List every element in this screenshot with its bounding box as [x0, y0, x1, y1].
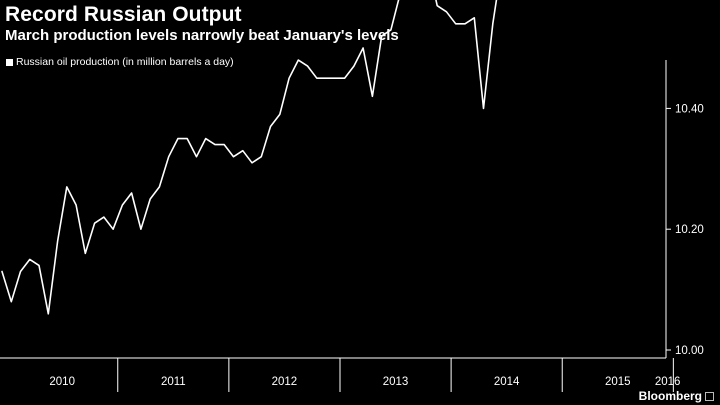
chart-title: Record Russian Output: [5, 3, 242, 26]
x-year-label: 2015: [605, 376, 631, 388]
x-year-label: 2016: [655, 376, 681, 388]
x-year-label: 2014: [494, 376, 520, 388]
chart-subtitle: March production levels narrowly beat Ja…: [5, 27, 399, 44]
chart-legend: Russian oil production (in million barre…: [6, 56, 234, 68]
brand-watermark: Bloomberg: [639, 389, 714, 403]
bloomberg-logo-icon: [705, 391, 714, 401]
x-year-label: 2012: [272, 376, 298, 388]
legend-label: Russian oil production (in million barre…: [16, 56, 234, 68]
x-year-label: 2010: [49, 376, 75, 388]
x-year-label: 2011: [161, 376, 186, 388]
y-tick-label: 10.40: [675, 103, 704, 115]
x-year-label: 2013: [383, 376, 409, 388]
y-tick-label: 10.20: [675, 224, 704, 236]
legend-swatch: [6, 58, 13, 66]
series-line-russian-oil-production: [1, 0, 498, 315]
brand-name: Bloomberg: [638, 389, 702, 403]
y-tick-label: 10.00: [675, 345, 704, 357]
